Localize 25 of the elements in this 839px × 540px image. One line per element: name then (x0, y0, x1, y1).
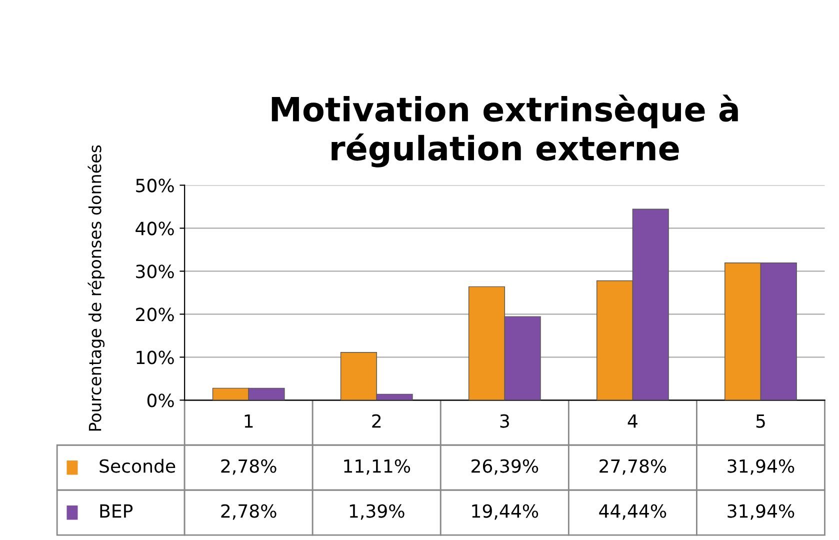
data-label: 31,94% (728, 504, 794, 520)
y-axis-title: Pourcentage de réponses données (88, 145, 105, 431)
y-tick-label: 40% (136, 222, 174, 236)
x-tick-label: 5 (756, 414, 765, 428)
x-tick-label: 4 (628, 414, 638, 428)
data-label: 19,44% (472, 504, 538, 520)
data-label: 2,78% (221, 459, 276, 475)
x-tick-label: 1 (244, 414, 253, 428)
data-label: 26,39% (472, 459, 538, 475)
y-tick-label: 10% (136, 350, 174, 364)
data-label: 1,39% (350, 504, 404, 520)
y-tick-label: 20% (136, 308, 174, 322)
data-label: 2,78% (221, 504, 276, 520)
data-label: 31,94% (728, 459, 794, 475)
y-tick-label: 0% (147, 394, 174, 408)
data-label: 11,11% (344, 459, 410, 475)
legend-label: BEP (100, 504, 133, 518)
y-tick-label: 50% (136, 178, 174, 192)
chart-title: Motivation extrinsèque à régulation externe (272, 94, 738, 168)
legend-label: Seconde (100, 458, 176, 473)
x-tick-label: 2 (372, 414, 381, 428)
y-tick-label: 30% (136, 264, 174, 278)
data-label: 27,78% (600, 459, 666, 475)
data-label: 44,44% (599, 504, 666, 520)
x-tick-label: 3 (500, 414, 509, 428)
